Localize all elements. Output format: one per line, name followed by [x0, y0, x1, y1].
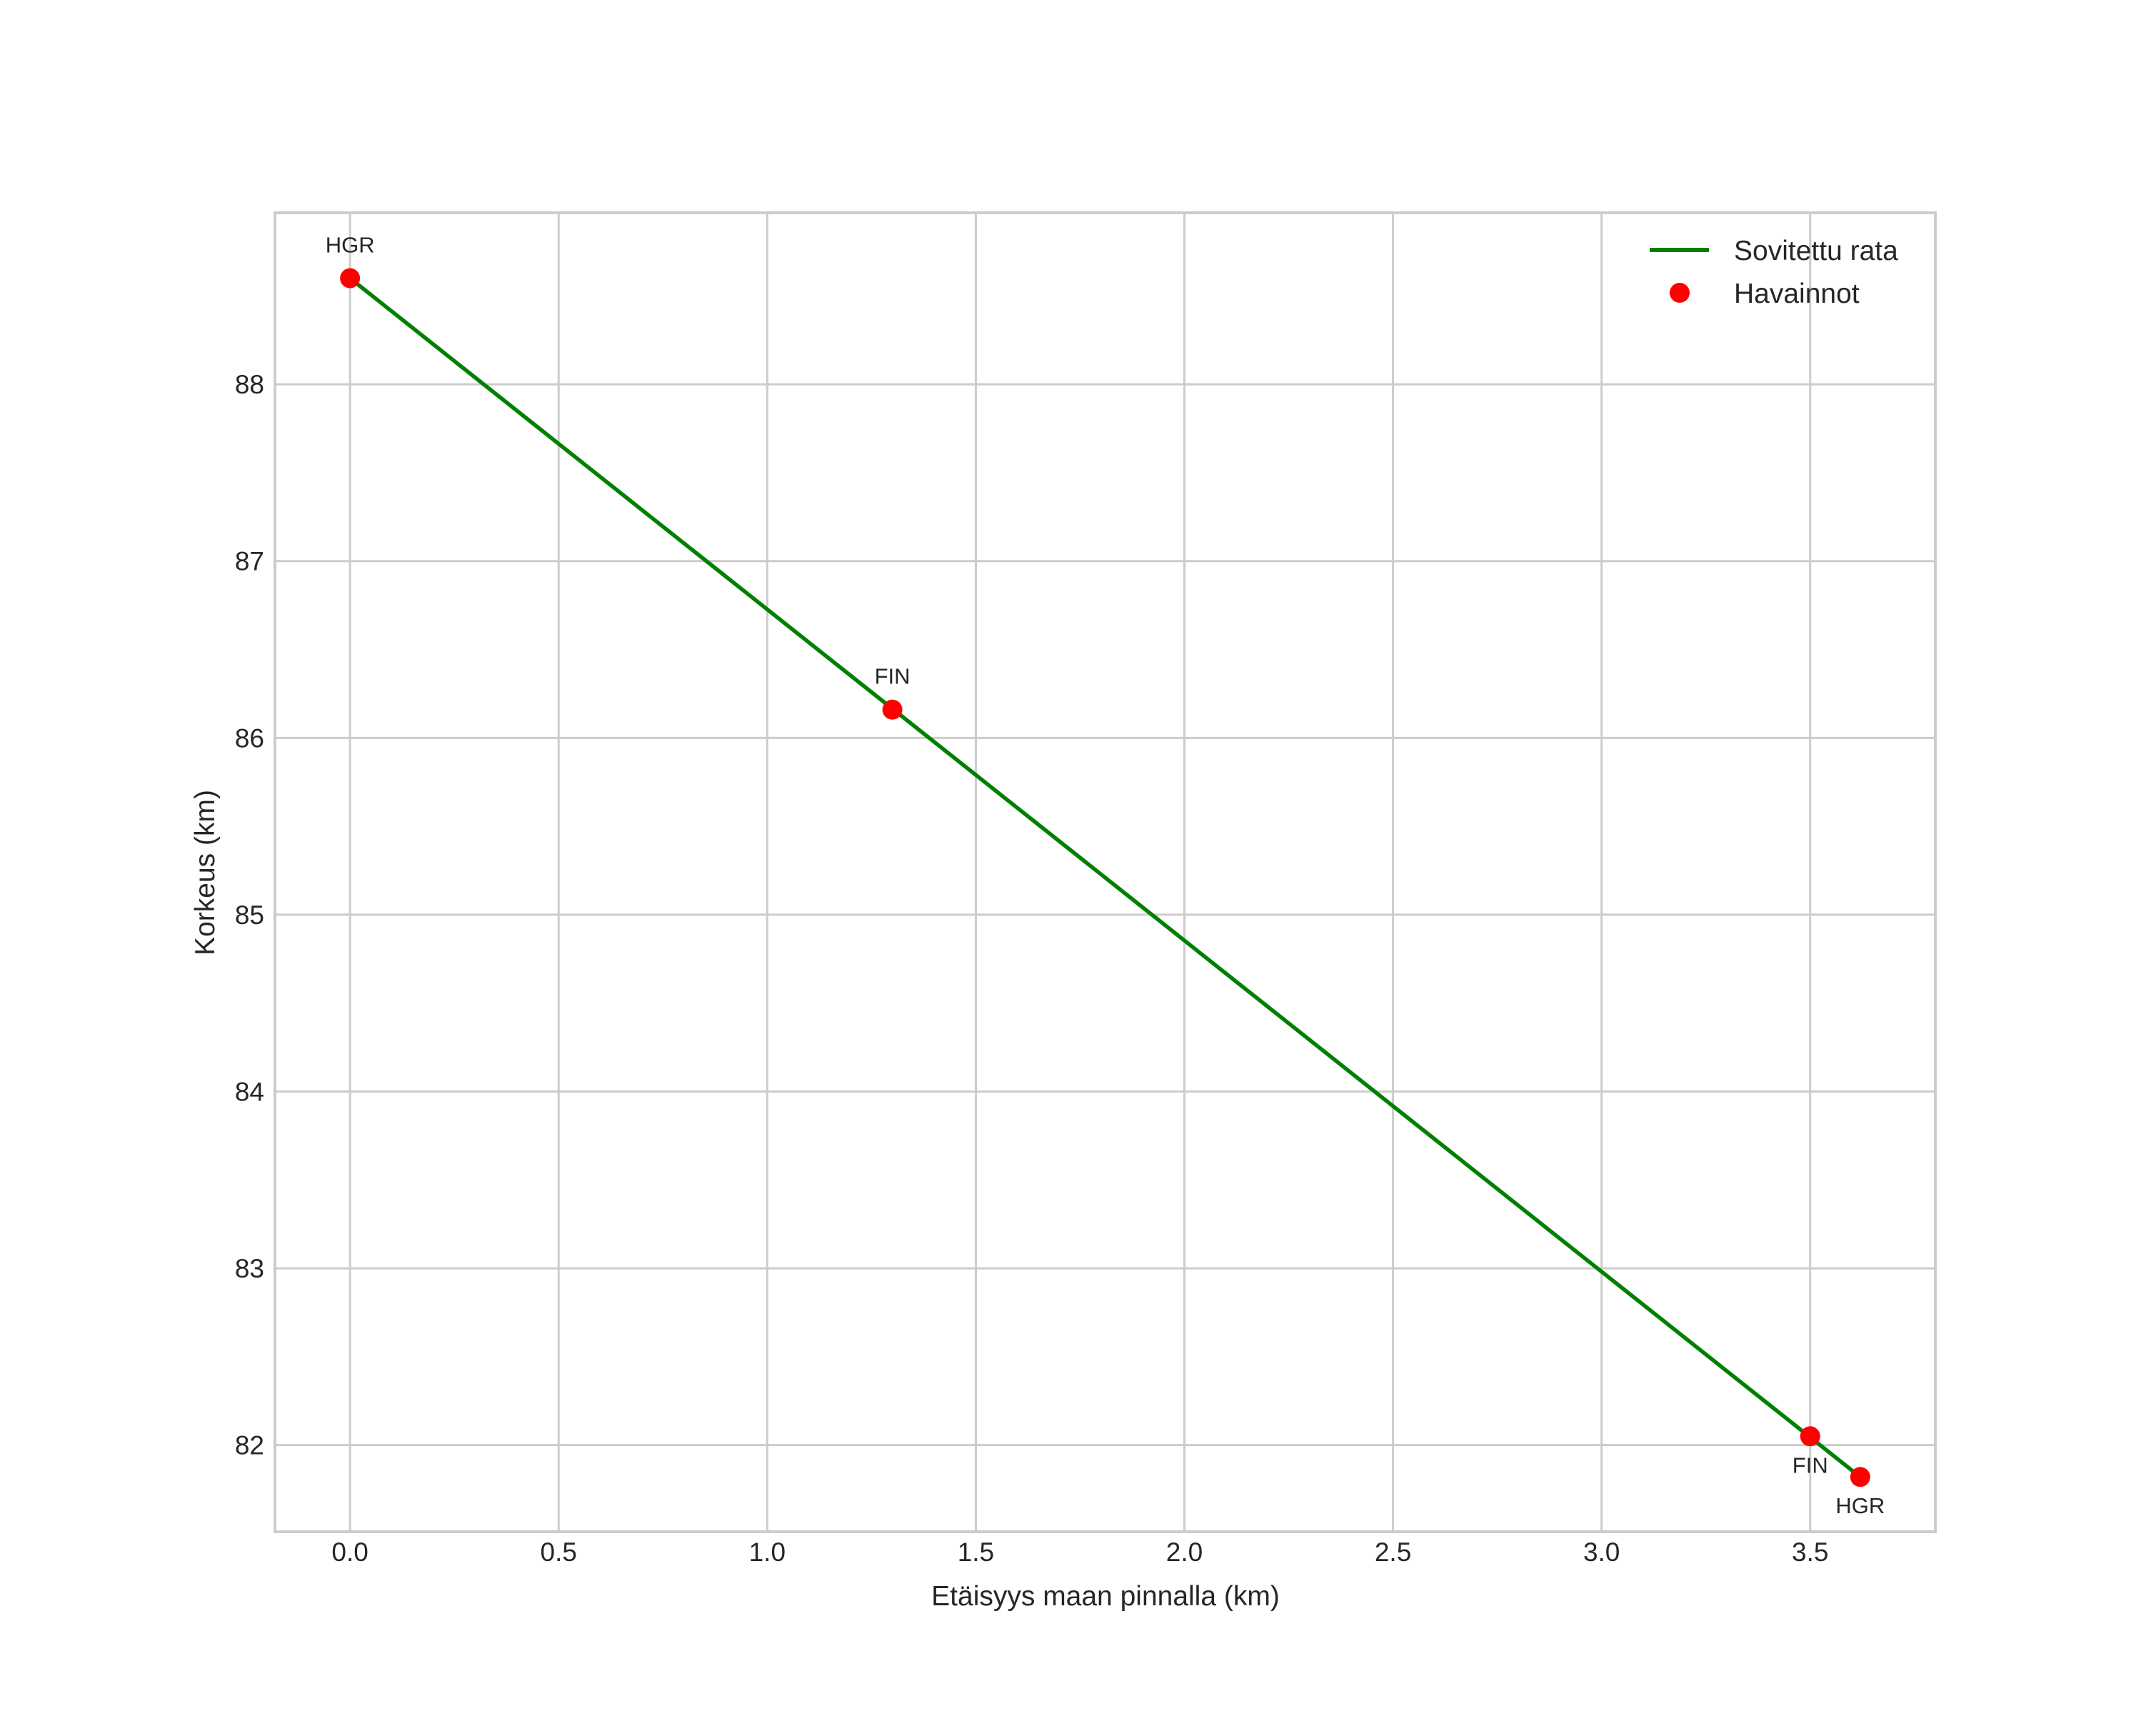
- legend-label-fitted: Sovitettu rata: [1734, 236, 1898, 266]
- fitted-trajectory-line: [349, 276, 1862, 1479]
- y-tick-label: 87: [235, 547, 264, 576]
- observation-point: [1850, 1467, 1870, 1487]
- legend: Sovitettu rata Havainnot: [1650, 236, 1898, 309]
- plot-area: HGR FIN FIN HGR: [274, 211, 1937, 1533]
- observation-point: [340, 268, 361, 288]
- y-tick-label: 85: [235, 900, 264, 930]
- point-labels: HGR FIN FIN HGR: [326, 233, 1885, 1519]
- x-axis-ticks: 0.0 0.5 1.0 1.5 2.0 2.5 3.0 3.5: [331, 1537, 1828, 1567]
- point-label: FIN: [1793, 1452, 1828, 1477]
- point-label: FIN: [875, 664, 911, 689]
- x-tick-label: 1.5: [958, 1537, 994, 1567]
- point-label: HGR: [1835, 1493, 1885, 1518]
- x-tick-label: 2.5: [1375, 1537, 1411, 1567]
- observation-point: [1800, 1426, 1820, 1447]
- x-tick-label: 3.0: [1583, 1537, 1620, 1567]
- y-axis-label: Korkeus (km): [190, 790, 221, 955]
- point-label: HGR: [326, 233, 375, 258]
- x-tick-label: 0.0: [331, 1537, 368, 1567]
- observation-points: [340, 268, 1870, 1487]
- x-tick-label: 3.5: [1792, 1537, 1828, 1567]
- y-tick-label: 86: [235, 723, 264, 753]
- y-tick-label: 83: [235, 1254, 264, 1283]
- axes-frame: [274, 211, 1937, 1533]
- legend-label-observations: Havainnot: [1734, 279, 1860, 309]
- legend-dot-icon: [1670, 283, 1690, 303]
- observation-point: [882, 699, 903, 720]
- y-tick-label: 82: [235, 1431, 264, 1460]
- fitted-line-path: [349, 276, 1862, 1479]
- x-tick-label: 0.5: [541, 1537, 577, 1567]
- axes-background: [275, 213, 1935, 1532]
- x-gridlines: [349, 213, 1812, 1532]
- y-axis-ticks: 82 83 84 85 86 87 88: [235, 370, 264, 1460]
- y-gridlines: [275, 383, 1935, 1447]
- y-tick-label: 84: [235, 1078, 264, 1107]
- x-tick-label: 2.0: [1166, 1537, 1203, 1567]
- x-axis-label: Etäisyys maan pinnalla (km): [931, 1581, 1280, 1612]
- y-tick-label: 88: [235, 370, 264, 399]
- x-tick-label: 1.0: [749, 1537, 786, 1567]
